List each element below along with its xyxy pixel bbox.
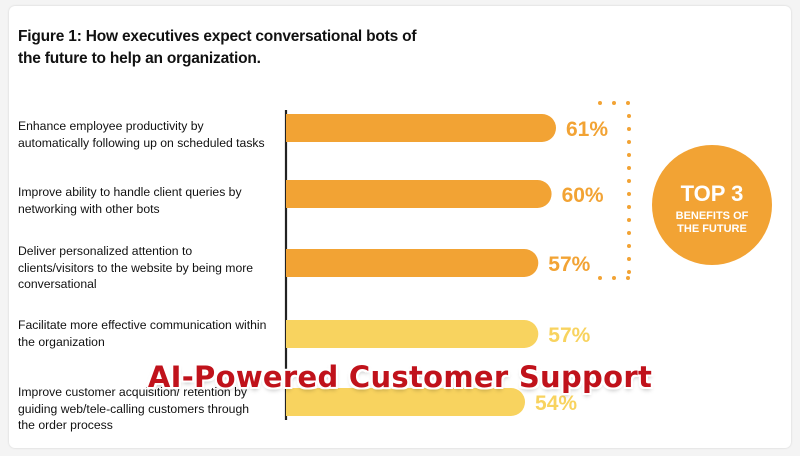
- bracket-dot: [627, 140, 631, 144]
- bracket-dot: [627, 114, 631, 118]
- data-label-2: 60%: [562, 184, 604, 207]
- category-label-1: Enhance employee productivity by automat…: [18, 119, 265, 150]
- bracket-dot: [627, 244, 631, 248]
- bracket-dot: [627, 205, 631, 209]
- bar-4: [286, 320, 539, 348]
- bracket-dot: [612, 276, 616, 280]
- data-label-5: 54%: [535, 392, 577, 415]
- category-label-5: Improve customer acquisition/ retention …: [18, 385, 250, 432]
- bracket-dot: [627, 179, 631, 183]
- bar-1: [286, 114, 556, 142]
- data-label-3: 57%: [548, 253, 590, 276]
- bracket-dot: [627, 257, 631, 261]
- bracket-dot: [627, 166, 631, 170]
- bracket-dot: [598, 101, 602, 105]
- bar-2: [286, 180, 552, 208]
- bar-3: [286, 249, 539, 277]
- bracket-dot: [612, 101, 616, 105]
- category-label-4: Facilitate more effective communication …: [18, 318, 267, 349]
- chart-card: Figure 1: How executives expect conversa…: [9, 6, 791, 448]
- bar-5: [286, 388, 526, 416]
- callout-line-3: THE FUTURE: [677, 223, 747, 235]
- bracket-dot: [627, 218, 631, 222]
- bracket-dot: [626, 101, 630, 105]
- bracket-dot: [627, 231, 631, 235]
- bracket-dot: [627, 192, 631, 196]
- bracket-dot: [627, 153, 631, 157]
- bracket-dot: [626, 276, 630, 280]
- category-label-3: Deliver personalized attention to client…: [18, 244, 254, 291]
- callout-line-2: BENEFITS OF: [676, 210, 749, 222]
- overlay-caption: AI-Powered Customer Support: [147, 360, 653, 394]
- category-label-2: Improve ability to handle client queries…: [18, 185, 242, 216]
- callout-circle: [652, 145, 772, 265]
- bracket-dot: [627, 270, 631, 274]
- callout-line-1: TOP 3: [681, 181, 744, 206]
- bracket-dot: [627, 127, 631, 131]
- data-label-1: 61%: [566, 118, 608, 141]
- data-label-4: 57%: [548, 324, 590, 347]
- bracket-dot: [598, 276, 602, 280]
- chart-title: Figure 1: How executives expect conversa…: [18, 28, 417, 67]
